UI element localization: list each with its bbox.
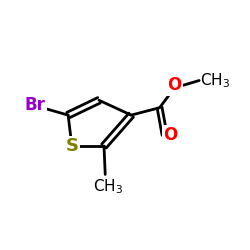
Text: Br: Br: [24, 96, 45, 114]
Text: O: O: [167, 76, 182, 94]
Text: CH$_3$: CH$_3$: [200, 71, 230, 90]
Text: S: S: [65, 137, 78, 155]
Text: O: O: [164, 126, 178, 144]
Text: CH$_3$: CH$_3$: [92, 177, 123, 196]
